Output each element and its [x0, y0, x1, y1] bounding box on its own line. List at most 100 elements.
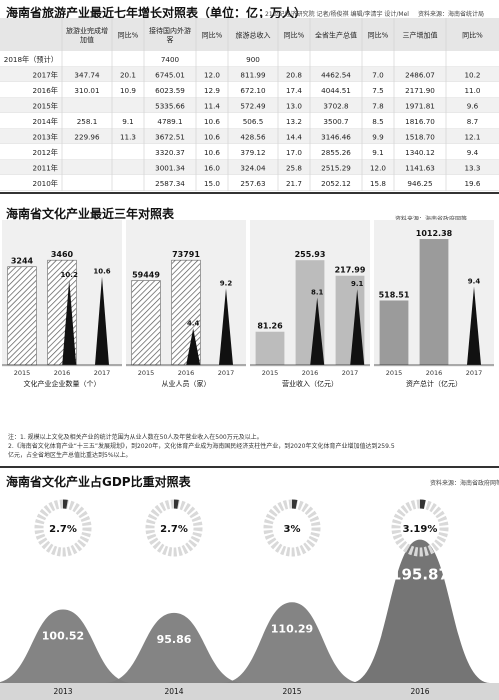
table-cell: 7.0	[372, 70, 384, 79]
table-cell: 6023.59	[155, 86, 185, 95]
table-cell: 12.0	[204, 70, 220, 79]
table-cell: 9.1	[372, 148, 383, 157]
donut-share-arc	[391, 499, 449, 557]
bar-value-label: 518.51	[379, 290, 410, 299]
table-cell: 13.2	[286, 117, 302, 126]
table-row	[0, 128, 499, 144]
share-label: 3.19%	[403, 524, 438, 535]
donut-share-arc	[34, 499, 92, 557]
table-cell: 310.01	[74, 86, 99, 95]
table-cell: 10.6	[204, 148, 220, 157]
table-cell: 9.6	[467, 101, 479, 110]
table-cell: 3146.46	[321, 132, 351, 141]
table-cell: 506.5	[243, 117, 264, 126]
table-cell: 1340.12	[405, 148, 435, 157]
table-cell: 3320.37	[155, 148, 185, 157]
yoy-triangle	[310, 297, 325, 365]
table-cell: 2013年	[33, 132, 58, 141]
group-axis-label: 营业收入（亿元）	[282, 379, 338, 388]
table-cell: 347.74	[74, 70, 100, 79]
tourism-table-title: 海南省旅游产业最近七年增长对照表（单位：亿；万人）	[6, 6, 307, 20]
table-cell: 3702.8	[323, 101, 349, 110]
table-cell: 10.9	[120, 86, 136, 95]
table-cell: 811.99	[240, 70, 266, 79]
table-cell: 20.8	[286, 70, 302, 79]
gdp-value-label: 100.52	[42, 629, 84, 642]
table-cell: 17.0	[286, 148, 302, 157]
share-label: 2.7%	[49, 524, 77, 535]
table-row	[0, 51, 499, 67]
tourism-table: 旅游业完成增加值 同比% 接待国内外游客 同比% 旅游总收入 同比% 全省生产总值 同比% 三产…	[0, 18, 499, 191]
table-row	[0, 159, 499, 175]
table-cell: 20.1	[120, 70, 136, 79]
bar-value-label: 3244	[11, 257, 34, 266]
bar-value-label: 217.99	[335, 266, 366, 275]
table-cell: 7.8	[372, 101, 384, 110]
table-cell: 2017年	[33, 70, 58, 79]
table-cell: 428.56	[240, 132, 266, 141]
yoy-triangle	[62, 280, 77, 365]
table-cell: 2015年	[33, 101, 58, 110]
table-cell: 6745.01	[155, 70, 185, 79]
table-cell: 258.1	[77, 117, 98, 126]
table-cell: 672.10	[240, 86, 266, 95]
x-tick-label: 2015	[138, 369, 155, 377]
yoy-triangle	[219, 288, 233, 365]
table-cell: 1518.70	[405, 132, 435, 141]
yoy-label: 9.4	[468, 278, 481, 286]
table-source: 资料来源：海南省统计局	[418, 11, 485, 18]
year-label: 2015	[282, 687, 301, 696]
table-cell: 2171.90	[405, 86, 435, 95]
table-cell: 17.4	[286, 86, 302, 95]
table-cell: 572.49	[240, 101, 266, 110]
section-divider	[0, 192, 499, 194]
table-cell: 3001.34	[155, 163, 185, 172]
table-header-cell: 旅游业完成增加值	[66, 26, 108, 44]
table-cell: 10.6	[204, 132, 220, 141]
table-cell: 2587.34	[155, 179, 185, 188]
x-tick-label: 2017	[94, 369, 111, 377]
bar-value-label: 59449	[132, 271, 160, 280]
table-cell: 11.0	[464, 86, 480, 95]
table-cell: 9.4	[467, 148, 479, 157]
table-cell: 9.9	[372, 132, 384, 141]
note-line: 2.《海南省文化体育产业“十三五”发展规划》，到2020年，文化体育产业成为海南…	[8, 443, 395, 450]
table-cell: 379.12	[240, 148, 265, 157]
gdp-area-hump	[104, 612, 244, 683]
table-row	[0, 113, 499, 129]
yoy-label: 8.1	[311, 289, 324, 297]
table-row	[0, 97, 499, 113]
yoy-label: 9.2	[220, 279, 233, 287]
yoy-label: 9.1	[351, 280, 364, 288]
year-label: 2014	[164, 687, 183, 696]
table-cell: 19.6	[464, 179, 480, 188]
table-cell: 12.1	[464, 132, 480, 141]
bar	[379, 300, 409, 365]
gdp-area-hump	[350, 539, 490, 683]
donut-share-arc	[263, 499, 321, 557]
credit-line: 21世纪经济研究院 记者/杨俊祺 编辑/李清宇 设计/Mel	[265, 11, 409, 18]
culture-bar-chart: 同比%32442015346010.2201610.62017文化产业企业数量（…	[2, 220, 494, 388]
yoy-triangle	[350, 289, 365, 365]
culture-source: 资料来源：海南省政府网等	[395, 216, 468, 223]
table-cell: 946.25	[407, 179, 432, 188]
table-cell: 8.7	[467, 117, 478, 126]
table-cell: 3672.51	[155, 132, 185, 141]
table-row	[0, 82, 499, 98]
table-cell: 3500.7	[323, 117, 348, 126]
group-axis-label: 文化产业企业数量（个）	[24, 379, 101, 388]
table-cell: 15.0	[204, 179, 220, 188]
table-cell: 11.3	[120, 132, 136, 141]
table-cell: 14.4	[286, 132, 302, 141]
table-header-cell: 全省生产总值	[315, 31, 357, 40]
table-header-cell: 同比%	[462, 31, 483, 40]
table-header-cell: 三产增加值	[403, 31, 438, 40]
table-cell: 900	[246, 55, 260, 64]
bar-value-label: 1012.38	[416, 229, 453, 238]
table-header-cell: 旅游总收入	[236, 31, 271, 40]
table-cell: 15.8	[370, 179, 386, 188]
table-cell: 257.63	[240, 179, 265, 188]
table-cell: 2014年	[33, 117, 58, 126]
table-header-cell: 同比%	[368, 31, 389, 40]
x-tick-label: 2016	[426, 369, 443, 377]
